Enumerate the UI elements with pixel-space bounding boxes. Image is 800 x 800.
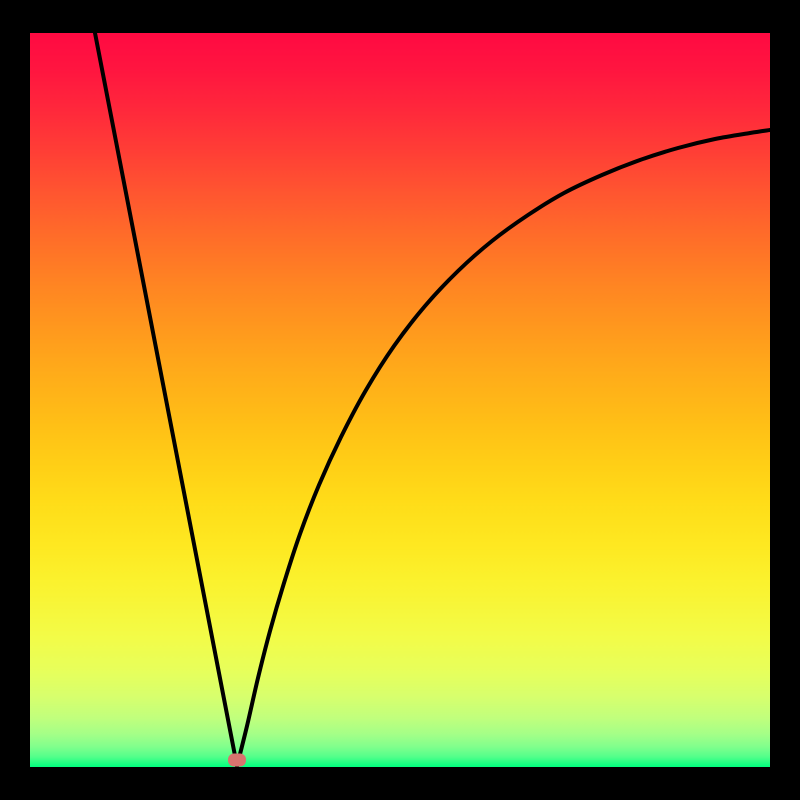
frame-border-right xyxy=(770,0,800,800)
frame-border-bottom xyxy=(0,767,800,800)
curve-layer xyxy=(30,33,770,767)
frame-border-top xyxy=(0,0,800,33)
bottleneck-curve xyxy=(95,33,770,766)
minimum-marker xyxy=(228,754,246,767)
frame-border-left xyxy=(0,0,30,800)
plot-area xyxy=(30,33,770,767)
